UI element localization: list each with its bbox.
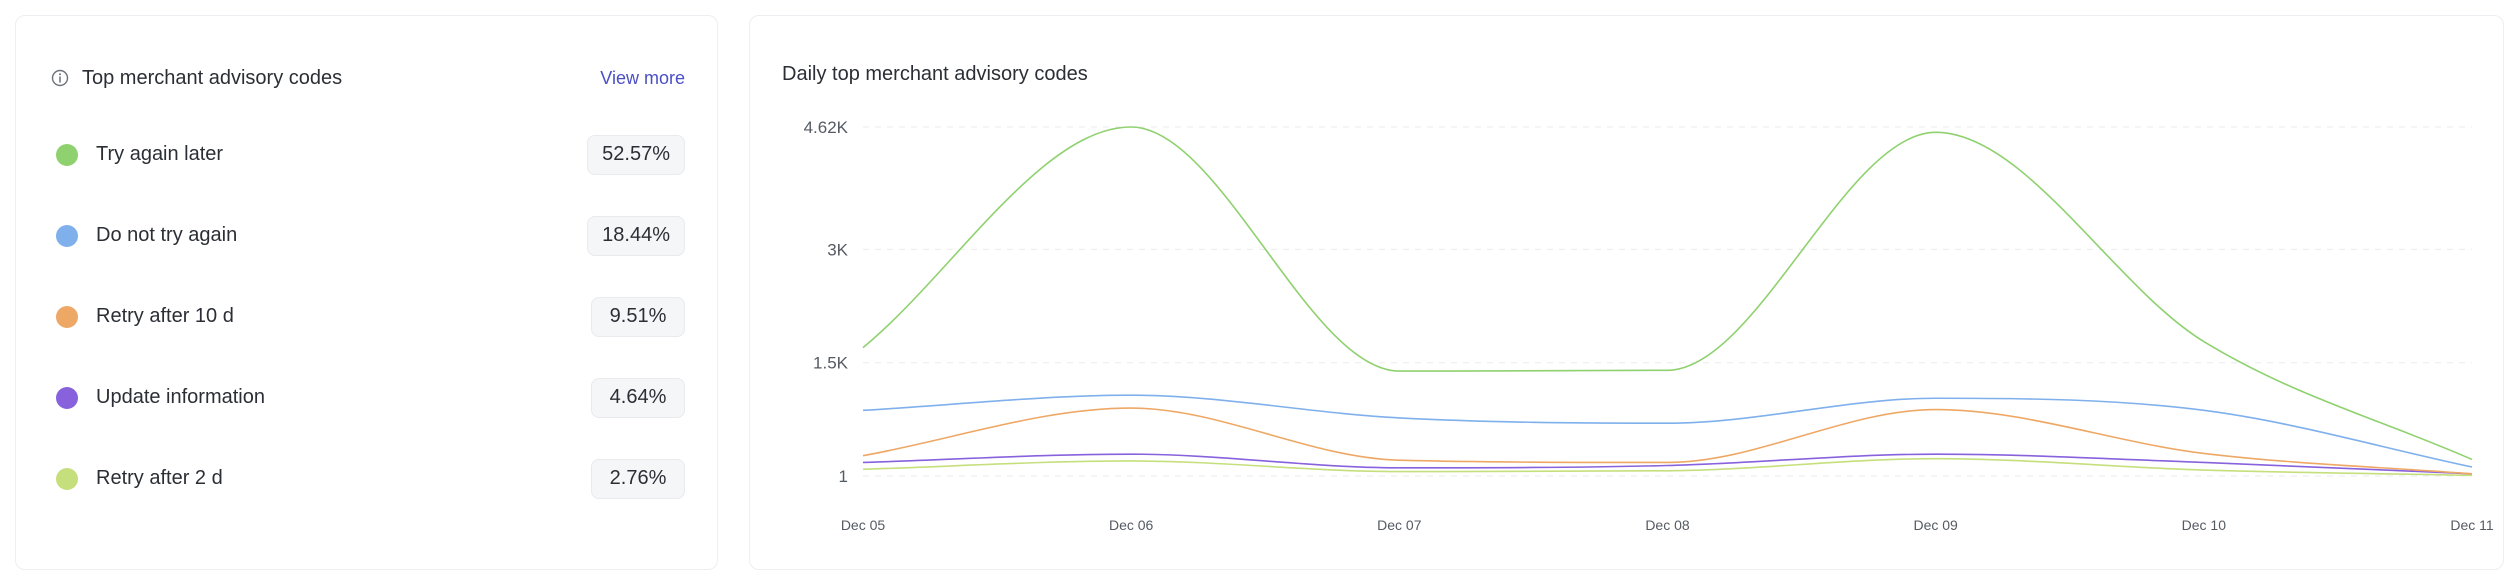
x-tick-label: Dec 09 — [1913, 517, 1958, 533]
x-tick-label: Dec 05 — [841, 517, 886, 533]
list-item-label: Update information — [96, 386, 265, 408]
status-dot — [56, 224, 78, 247]
list-item[interactable]: Update information 4.64% — [56, 357, 685, 438]
x-tick-label: Dec 08 — [1645, 517, 1690, 533]
list-item-label: Retry after 10 d — [96, 305, 234, 327]
status-dot — [56, 386, 78, 409]
status-dot — [56, 467, 78, 490]
line-chart: 4.62K 3K 1.5K 1 Dec 05 Dec 06 Dec 07 Dec 08 Dec … — [804, 118, 2494, 533]
list-item[interactable]: Retry after 10 d 9.51% — [56, 276, 685, 357]
percent-badge: 18.44% — [587, 215, 685, 256]
series-line-3[interactable] — [862, 453, 2473, 475]
y-tick-label: 4.62K — [804, 118, 849, 137]
list-item-label-group: Try again later — [56, 143, 223, 166]
x-tick-label: Dec 07 — [1377, 517, 1422, 533]
percent-badge: 9.51% — [591, 296, 685, 337]
list-item-label-group: Retry after 2 d — [56, 467, 223, 490]
card-title: Top merchant advisory codes — [82, 66, 343, 89]
card-title-group: Top merchant advisory codes — [50, 67, 342, 90]
list-item-label-group: Retry after 10 d — [56, 305, 234, 328]
series-line-4[interactable] — [862, 457, 2473, 477]
list-item[interactable]: Do not try again 18.44% — [56, 195, 685, 276]
info-icon[interactable] — [50, 68, 70, 88]
daily-chart-card: Daily top merchant advisory codes 4.62K 3… — [749, 15, 2504, 570]
percent-badge: 52.57% — [587, 134, 685, 175]
list-item-label: Retry after 2 d — [96, 467, 223, 489]
advisory-codes-header: Top merchant advisory codes View more — [50, 50, 685, 106]
x-tick-label: Dec 10 — [2182, 517, 2227, 533]
list-item-label-group: Update information — [56, 386, 265, 409]
y-tick-label: 1 — [839, 467, 848, 486]
chart-title: Daily top merchant advisory codes — [782, 63, 1088, 85]
y-tick-label: 1.5K — [813, 354, 849, 373]
status-dot — [56, 305, 78, 328]
x-tick-label: Dec 11 — [2450, 517, 2494, 533]
x-tick-label: Dec 06 — [1109, 517, 1154, 533]
series-line-1[interactable] — [862, 394, 2473, 468]
status-dot — [56, 143, 78, 166]
view-more-link[interactable]: View more — [600, 67, 685, 88]
list-item[interactable]: Try again later 52.57% — [56, 114, 685, 195]
list-item-label: Try again later — [96, 143, 224, 165]
y-tick-label: 3K — [827, 240, 848, 259]
series-line-2[interactable] — [862, 407, 2473, 475]
percent-badge: 4.64% — [591, 377, 685, 418]
advisory-codes-card: Top merchant advisory codes View more Tr… — [15, 15, 718, 570]
list-item-label: Do not try again — [96, 224, 238, 246]
series-line-0[interactable] — [862, 126, 2473, 461]
advisory-codes-list: Try again later 52.57% Do not try again … — [56, 114, 685, 519]
list-item-label-group: Do not try again — [56, 224, 237, 247]
percent-badge: 2.76% — [591, 458, 685, 499]
list-item[interactable]: Retry after 2 d 2.76% — [56, 438, 685, 519]
